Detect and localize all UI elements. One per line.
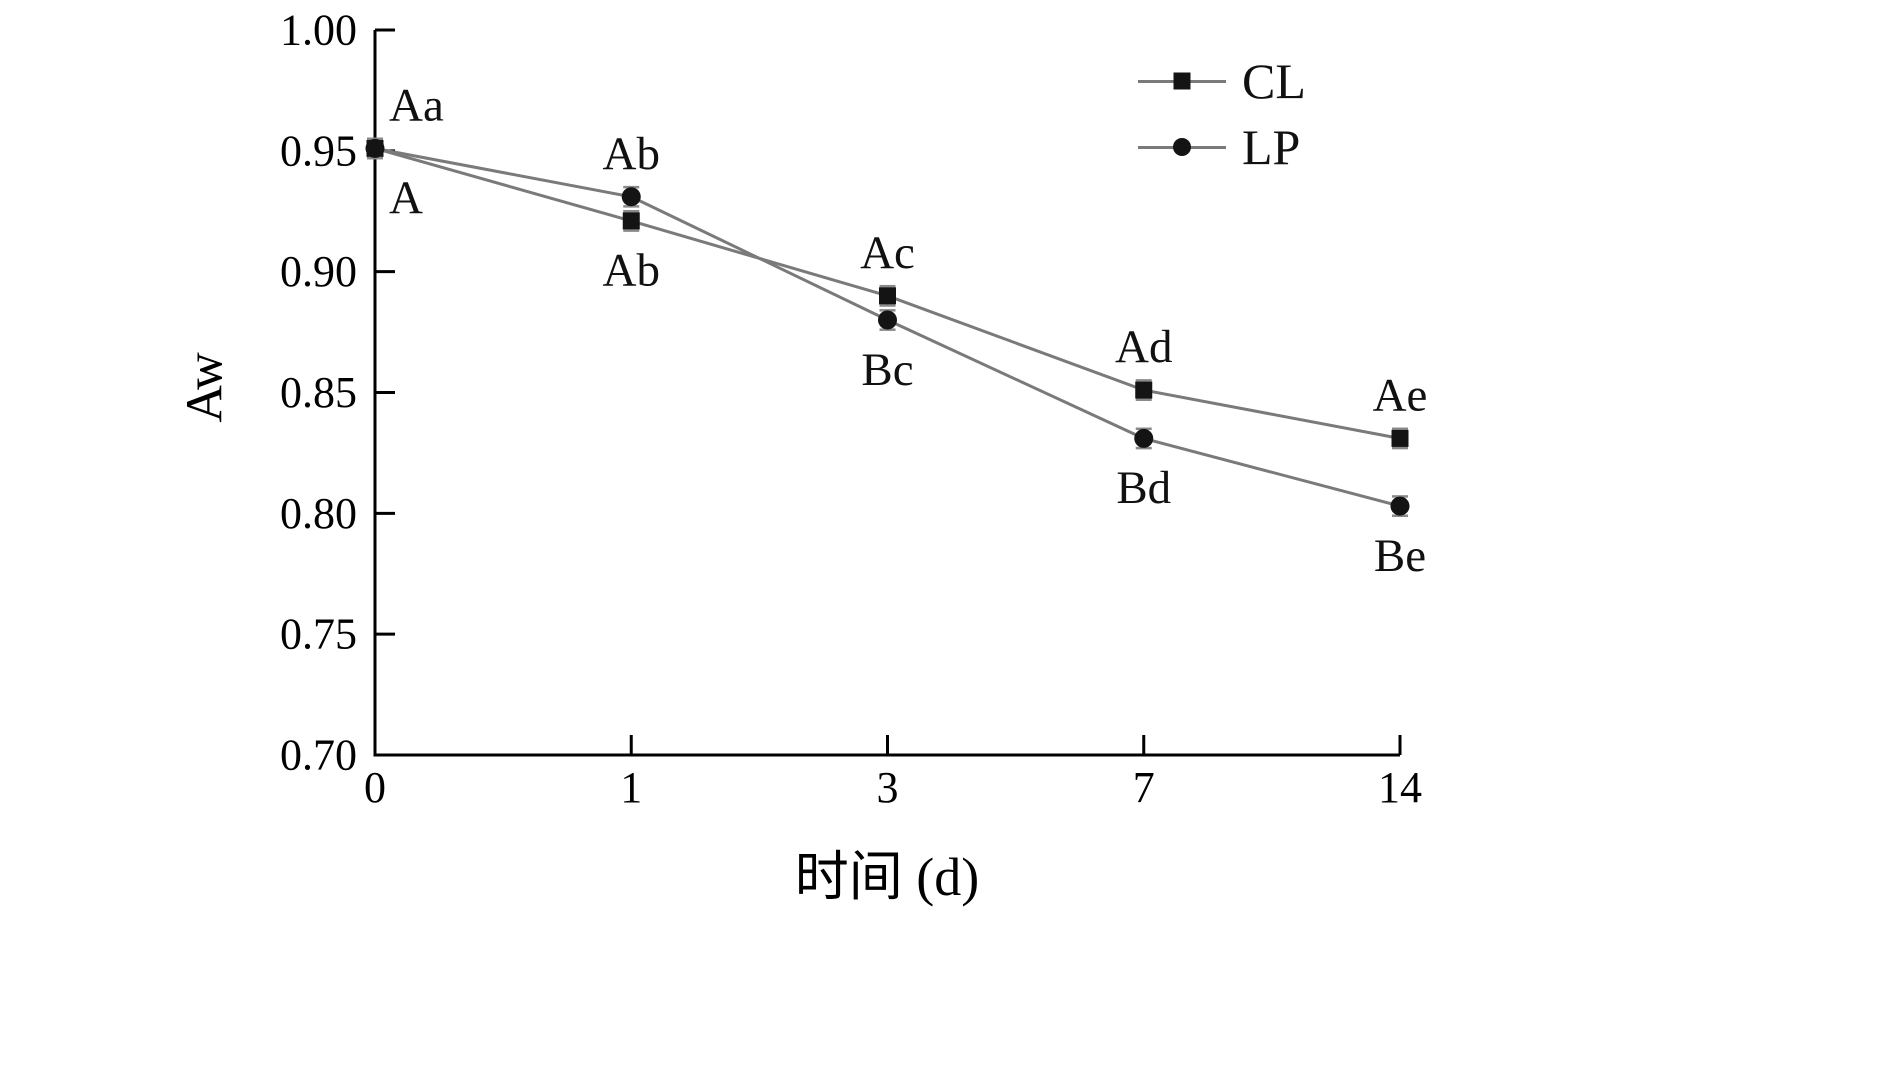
- square-marker-icon: [622, 212, 640, 230]
- square-marker-icon: [1173, 72, 1191, 90]
- y-tick-label: 0.70: [280, 731, 357, 780]
- circle-marker-icon: [1390, 496, 1410, 516]
- square-marker-icon: [1135, 381, 1153, 399]
- point-label: Ad: [1115, 321, 1172, 373]
- y-tick-label: 0.85: [280, 368, 357, 417]
- x-tick-label: 1: [620, 763, 642, 812]
- circle-marker-icon: [878, 310, 897, 330]
- x-tick-label: 0: [364, 763, 386, 812]
- point-label: Be: [1374, 530, 1426, 582]
- square-marker-icon: [879, 287, 896, 305]
- y-tick-label: 0.75: [280, 610, 357, 659]
- point-label: Bc: [861, 344, 913, 396]
- y-tick-label: 0.95: [280, 126, 357, 175]
- point-label: A: [389, 172, 423, 224]
- point-label: Ae: [1373, 369, 1428, 421]
- y-tick-label: 1.00: [280, 6, 357, 55]
- y-tick-label: 0.80: [280, 489, 357, 538]
- point-label: Ac: [860, 227, 915, 279]
- point-label: Ab: [603, 245, 660, 297]
- lp-line-sample: [1138, 138, 1226, 156]
- x-tick-label: 3: [877, 763, 899, 812]
- circle-marker-icon: [365, 138, 385, 158]
- point-label: Bd: [1116, 462, 1171, 514]
- circle-marker-icon: [1134, 428, 1154, 448]
- legend-label-lp: LP: [1242, 119, 1301, 175]
- x-tick-label: 7: [1133, 763, 1155, 812]
- legend-entry-lp: LP: [1138, 118, 1306, 176]
- circle-marker-icon: [1173, 138, 1191, 156]
- x-tick-label: 14: [1378, 763, 1422, 812]
- x-axis-title: 时间 (d): [794, 847, 980, 907]
- circle-marker-icon: [621, 187, 641, 207]
- y-axis-title: Aw: [176, 352, 234, 423]
- legend-entry-cl: CL: [1138, 52, 1306, 110]
- y-tick-label: 0.90: [280, 247, 357, 296]
- cl-line-sample: [1138, 72, 1226, 90]
- legend-label-cl: CL: [1242, 53, 1306, 109]
- point-label: Aa: [389, 79, 444, 131]
- legend: CL LP: [1138, 52, 1306, 176]
- square-marker-icon: [1391, 429, 1409, 447]
- point-label: Ab: [603, 128, 660, 180]
